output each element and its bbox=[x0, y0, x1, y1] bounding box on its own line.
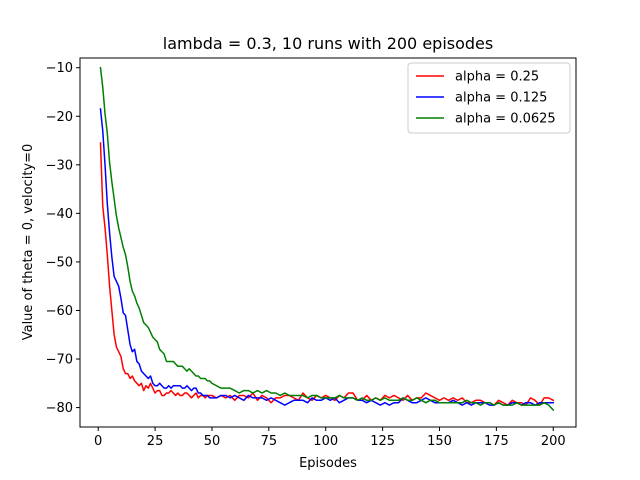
legend: alpha = 0.25 alpha = 0.125 alpha = 0.0625 bbox=[407, 62, 571, 134]
chart-title: lambda = 0.3, 10 runs with 200 episodes bbox=[163, 34, 493, 53]
y-tick-label: −50 bbox=[46, 255, 73, 270]
x-tick-label: 0 bbox=[94, 434, 102, 449]
x-tick-label: 100 bbox=[313, 434, 338, 449]
legend-entries: alpha = 0.25 alpha = 0.125 alpha = 0.0625 bbox=[416, 70, 556, 127]
legend-frame bbox=[407, 62, 571, 134]
legend-label-3: alpha = 0.0625 bbox=[455, 112, 556, 127]
x-axis-label: Episodes bbox=[299, 456, 357, 471]
y-axis-ticks: −10 −20 −30 −40 −50 −60 −70 −80 bbox=[46, 61, 80, 416]
legend-label-1: alpha = 0.25 bbox=[455, 70, 539, 85]
y-tick-label: −70 bbox=[46, 353, 73, 368]
series-line-3 bbox=[99, 66, 555, 412]
plot-area-frame bbox=[79, 57, 577, 428]
y-tick-label: −30 bbox=[46, 158, 73, 173]
legend-label-2: alpha = 0.125 bbox=[455, 91, 547, 106]
x-tick-label: 200 bbox=[541, 434, 566, 449]
series-layer bbox=[99, 66, 555, 412]
x-tick-label: 175 bbox=[484, 434, 509, 449]
x-tick-label: 150 bbox=[427, 434, 452, 449]
y-tick-label: −20 bbox=[46, 110, 73, 125]
x-axis-ticks: 0 25 50 75 100 125 150 175 200 bbox=[94, 427, 566, 449]
series-line-1 bbox=[99, 142, 555, 406]
x-tick-label: 25 bbox=[147, 434, 164, 449]
x-tick-label: 125 bbox=[370, 434, 395, 449]
x-tick-label: 75 bbox=[261, 434, 278, 449]
y-tick-label: −40 bbox=[46, 207, 73, 222]
y-tick-label: −10 bbox=[46, 61, 73, 76]
y-axis-label: Value of theta = 0, velocity=0 bbox=[21, 144, 36, 341]
y-tick-label: −80 bbox=[46, 401, 73, 416]
x-tick-label: 50 bbox=[204, 434, 221, 449]
series-line-2 bbox=[99, 108, 554, 406]
y-tick-label: −60 bbox=[46, 304, 73, 319]
